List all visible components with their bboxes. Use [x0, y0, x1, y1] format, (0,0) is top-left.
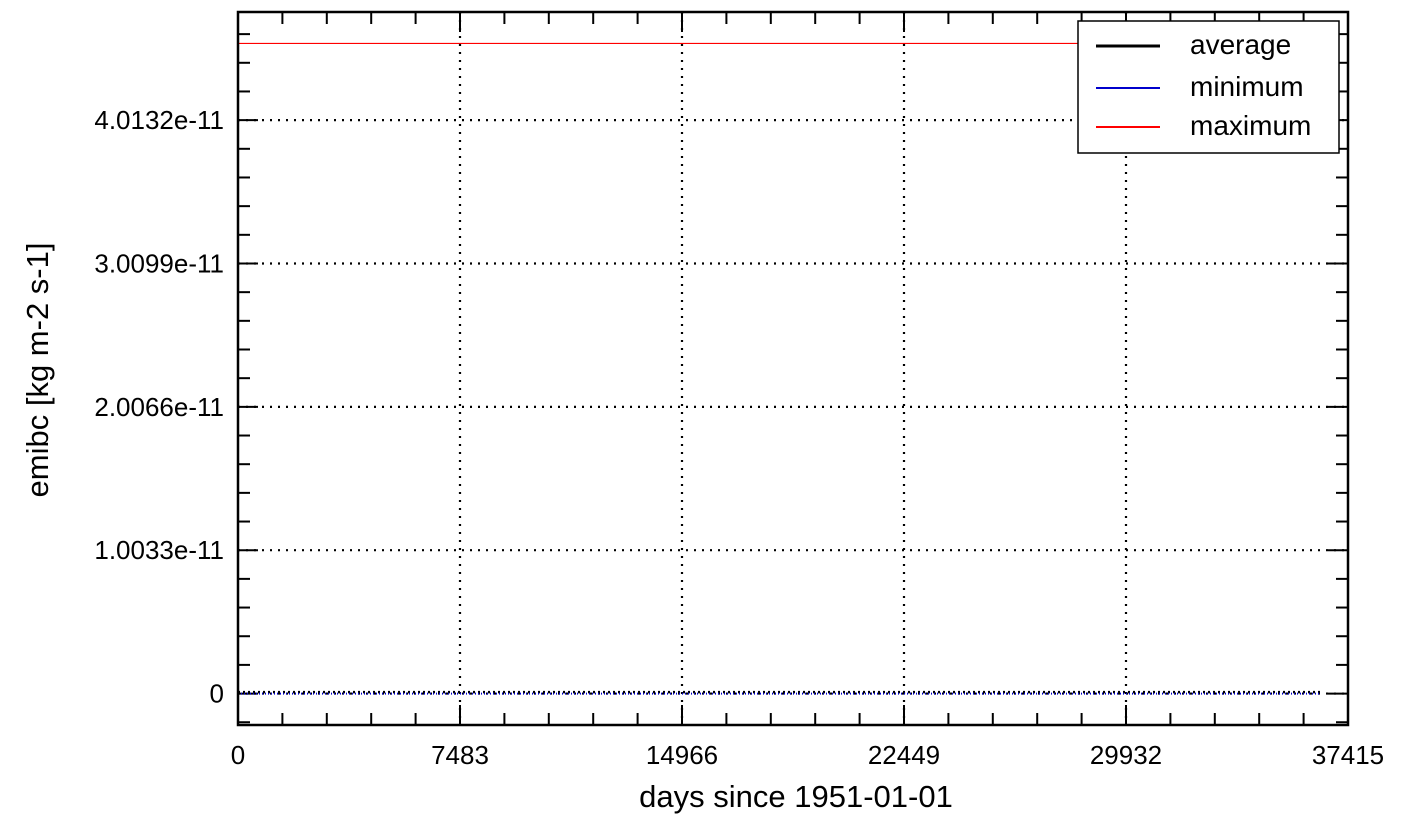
x-tick-label: 22449 [868, 740, 940, 770]
y-tick-label: 4.0132e-11 [94, 105, 224, 135]
legend-label-average: average [1190, 29, 1291, 60]
x-axis-title: days since 1951-01-01 [639, 779, 953, 814]
y-tick-label: 1.0033e-11 [94, 535, 224, 565]
grid [238, 12, 1348, 725]
x-tick-label: 14966 [646, 740, 718, 770]
legend-label-minimum: minimum [1190, 71, 1304, 102]
x-tick-label: 7483 [431, 740, 489, 770]
y-tick-label: 3.0099e-11 [94, 248, 224, 278]
legend-label-maximum: maximum [1190, 110, 1311, 141]
axis-ticks [237, 12, 1349, 725]
x-tick-label: 37415 [1312, 740, 1384, 770]
y-tick-label: 0 [210, 679, 224, 709]
legend: average minimum maximum [1077, 20, 1340, 154]
x-tick-labels: 0 7483 14966 22449 29932 37415 [231, 740, 1384, 770]
y-axis-title: emibc [kg m-2 s-1] [20, 243, 55, 498]
plot-frame [236, 10, 1350, 727]
y-tick-labels: 0 1.0033e-11 2.0066e-11 3.0099e-11 4.0132e-1… [94, 105, 224, 708]
x-tick-label: 0 [231, 740, 245, 770]
y-tick-label: 2.0066e-11 [94, 392, 224, 422]
x-tick-label: 29932 [1090, 740, 1162, 770]
